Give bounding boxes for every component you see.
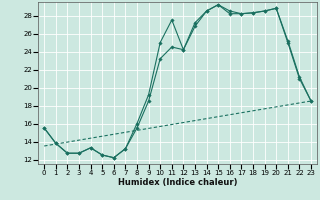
X-axis label: Humidex (Indice chaleur): Humidex (Indice chaleur) <box>118 178 237 187</box>
